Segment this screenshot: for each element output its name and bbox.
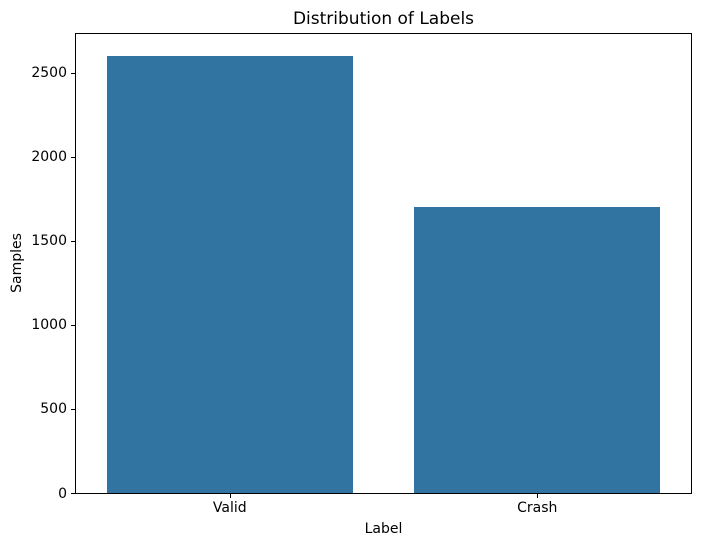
plot-area <box>75 33 692 494</box>
y-tick-label: 0 <box>58 485 67 502</box>
y-tick-label: 2500 <box>31 65 67 82</box>
y-tick-mark <box>71 493 75 494</box>
bar-crash <box>414 207 661 493</box>
x-tick-label: Crash <box>517 500 558 516</box>
y-tick-label: 1000 <box>31 317 67 334</box>
y-tick-label: 1500 <box>31 233 67 250</box>
x-axis-label: Label <box>364 521 403 537</box>
y-tick-mark <box>71 72 75 74</box>
y-tick-mark <box>71 240 75 242</box>
bar-valid <box>106 56 353 493</box>
y-tick-mark <box>71 408 75 410</box>
x-tick-mark <box>537 494 539 498</box>
chart-title: Distribution of Labels <box>292 9 475 29</box>
y-tick-label: 2000 <box>31 149 67 166</box>
y-tick-mark <box>71 324 75 326</box>
x-tick-label: Valid <box>212 500 247 516</box>
y-tick-label: 500 <box>40 401 67 418</box>
x-tick-mark <box>229 494 231 498</box>
y-tick-mark <box>71 156 75 158</box>
